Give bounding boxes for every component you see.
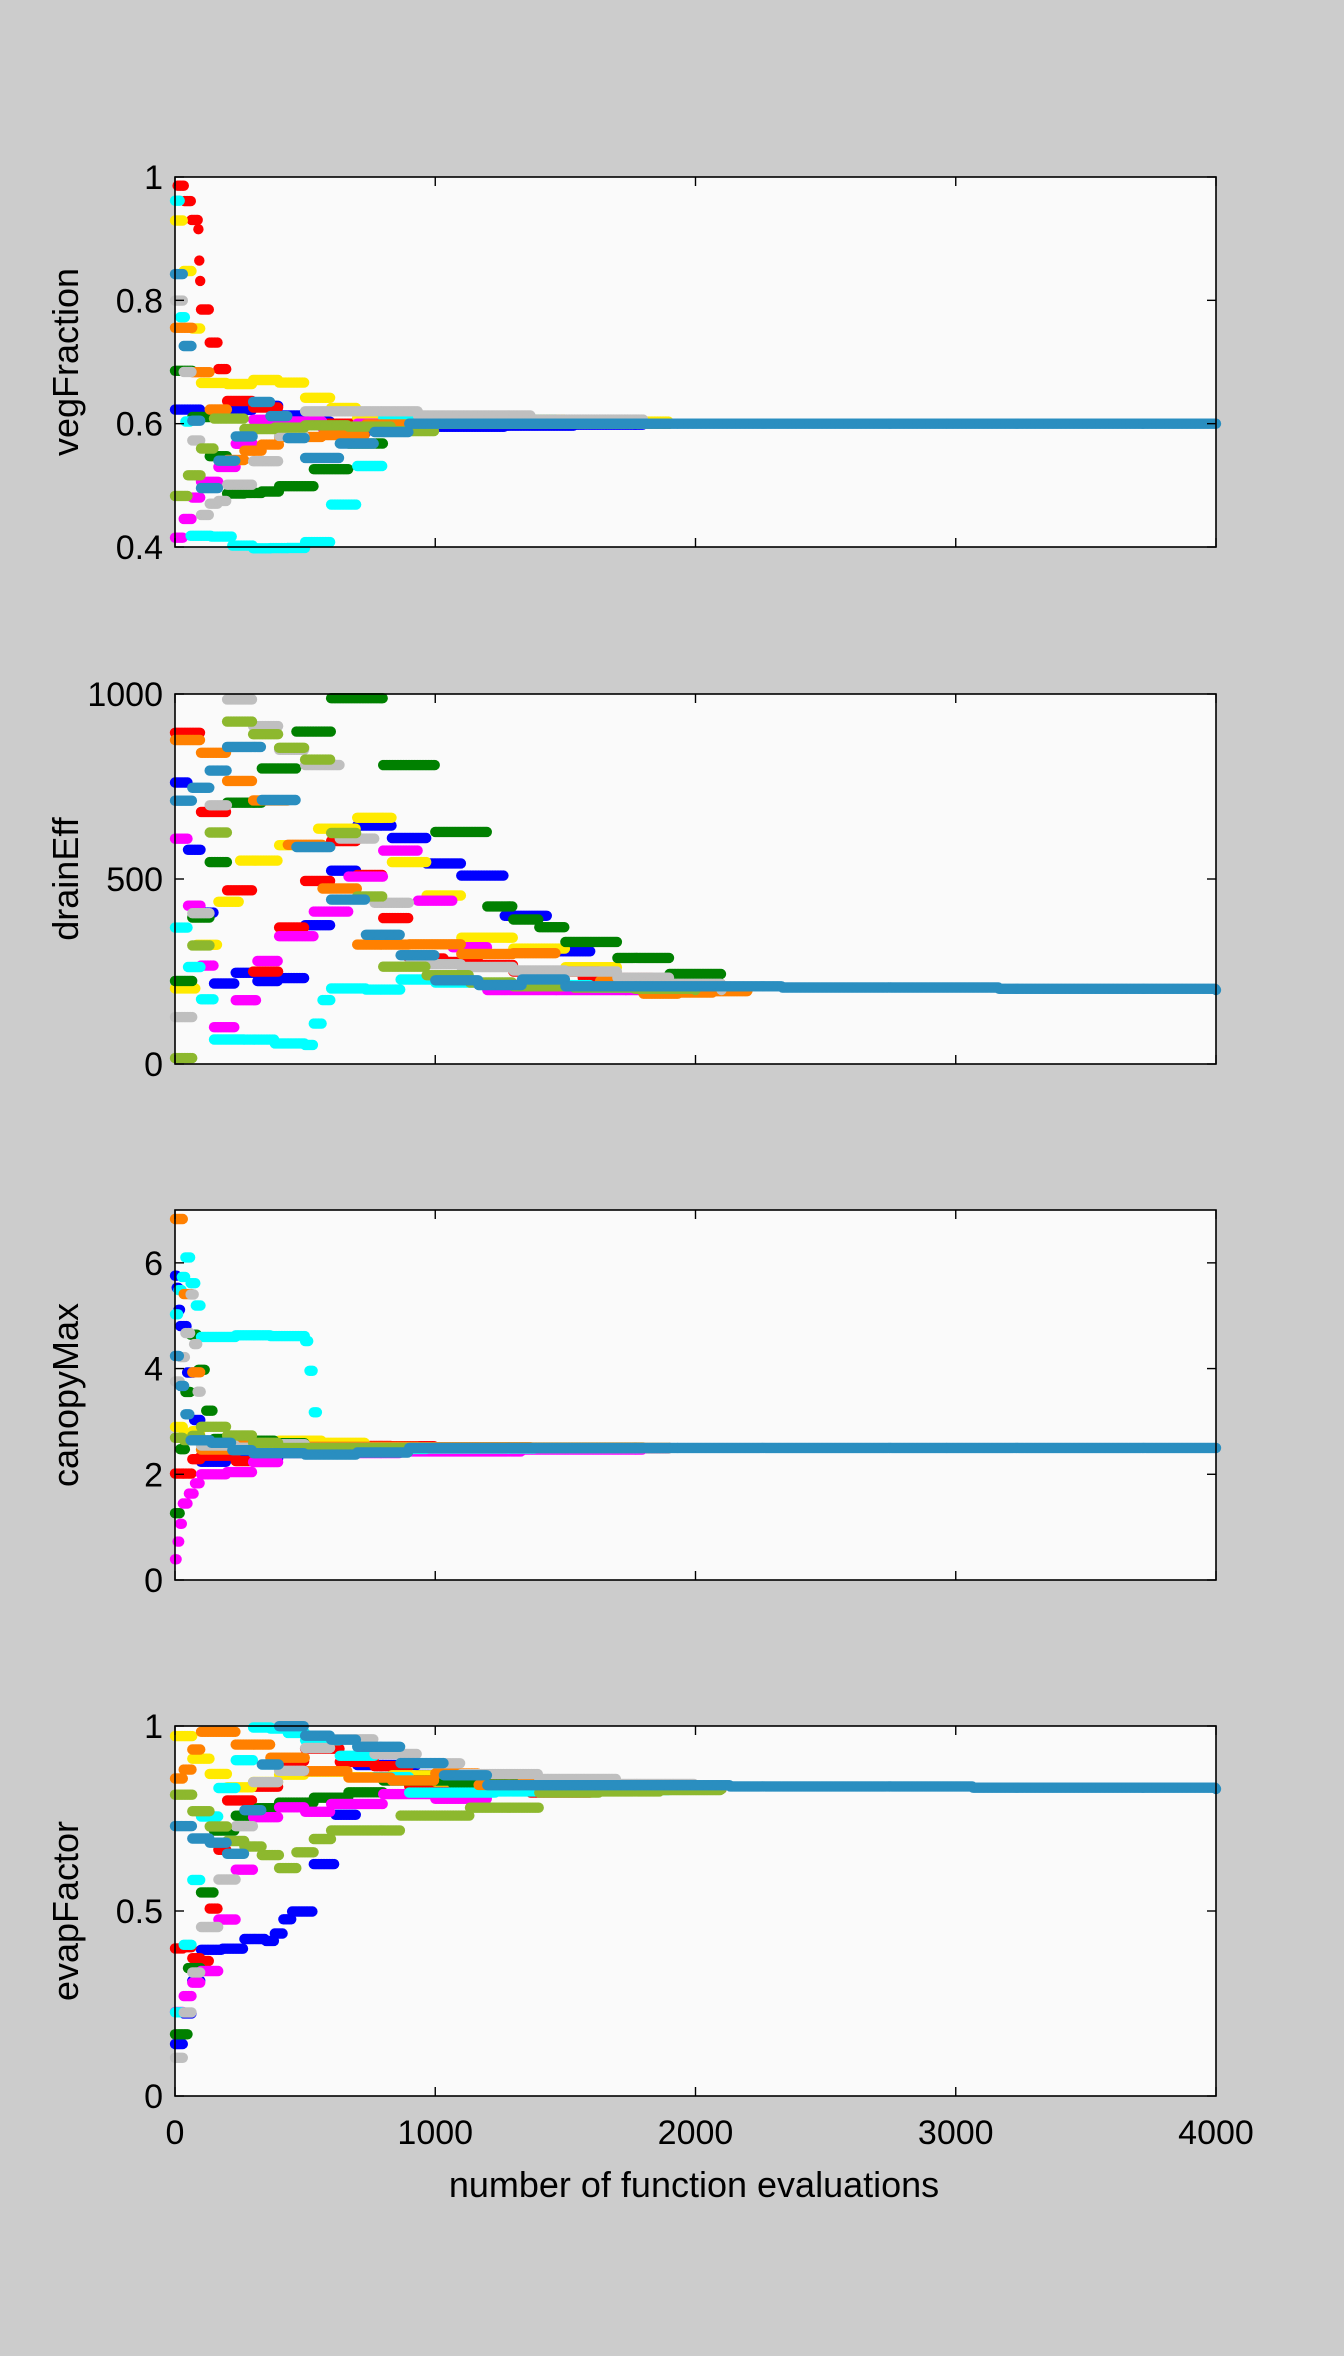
y-tick-label: 0.8 [116,282,163,320]
data-point [238,413,249,424]
data-point [186,340,197,352]
data-point [187,975,198,987]
y-axis-label-veg-fraction: vegFraction [45,268,86,456]
data-point [481,826,492,838]
data-point [239,454,250,466]
data-point [386,812,397,823]
data-point [185,195,196,207]
data-point [325,726,336,737]
data-point [585,946,596,957]
data-point [298,377,310,388]
data-point [208,443,219,454]
data-point [221,495,232,507]
data-point [264,396,276,408]
data-point [194,255,205,266]
data-point [233,896,244,907]
data-point [272,966,284,977]
data-point [498,870,509,881]
data-point [377,438,389,449]
data-point [324,920,336,931]
data-point [299,432,310,444]
data-point [246,885,258,896]
data-point [192,214,203,226]
data-point [226,531,237,542]
data-point [221,363,232,375]
data-point [298,972,310,984]
data-point [272,402,284,413]
data-point [403,912,414,924]
data-point [195,492,206,503]
data-point [195,275,206,287]
plot-area-veg-fraction [175,177,1216,547]
data-point [246,479,258,490]
data-point [203,304,214,315]
data-point [333,452,345,464]
data-point [195,415,206,426]
data-point [177,215,188,226]
data-point [229,978,240,989]
y-tick-label: 1 [144,159,163,197]
data-point [377,460,388,472]
data-point [247,431,258,442]
series-marks-veg-fraction [169,180,1222,554]
data-point [221,856,233,868]
data-point [195,470,206,481]
data-point [507,932,518,943]
y-tick-label: 0.4 [116,529,163,567]
data-point [350,499,362,510]
data-point [203,509,214,521]
data-point [324,392,336,403]
data-point [204,367,215,378]
data-point [343,464,354,475]
data-point [193,224,204,235]
panel-veg-fraction: 0.4 0.6 0.8 1 vegFraction [45,159,1222,567]
data-point [282,410,293,422]
data-point [178,180,189,191]
data-point [212,337,223,348]
data-point [177,268,188,280]
data-point [368,438,379,449]
data-point [455,858,467,869]
data-point [230,455,241,466]
data-point [212,482,224,494]
data-point [272,855,283,866]
data-point [324,536,336,548]
data-point [272,456,284,467]
data-point [179,312,191,323]
data-point [421,832,432,844]
data-point [186,366,197,378]
data-point [182,490,193,502]
data-point [290,763,302,774]
data-point [195,844,206,855]
data-point [308,481,319,492]
data-point [421,856,432,868]
data-point [187,322,198,333]
data-point [221,404,233,415]
data-point [429,759,440,771]
data-point [186,513,197,525]
data-point [174,195,185,206]
y-tick-label: 0.6 [116,406,163,444]
